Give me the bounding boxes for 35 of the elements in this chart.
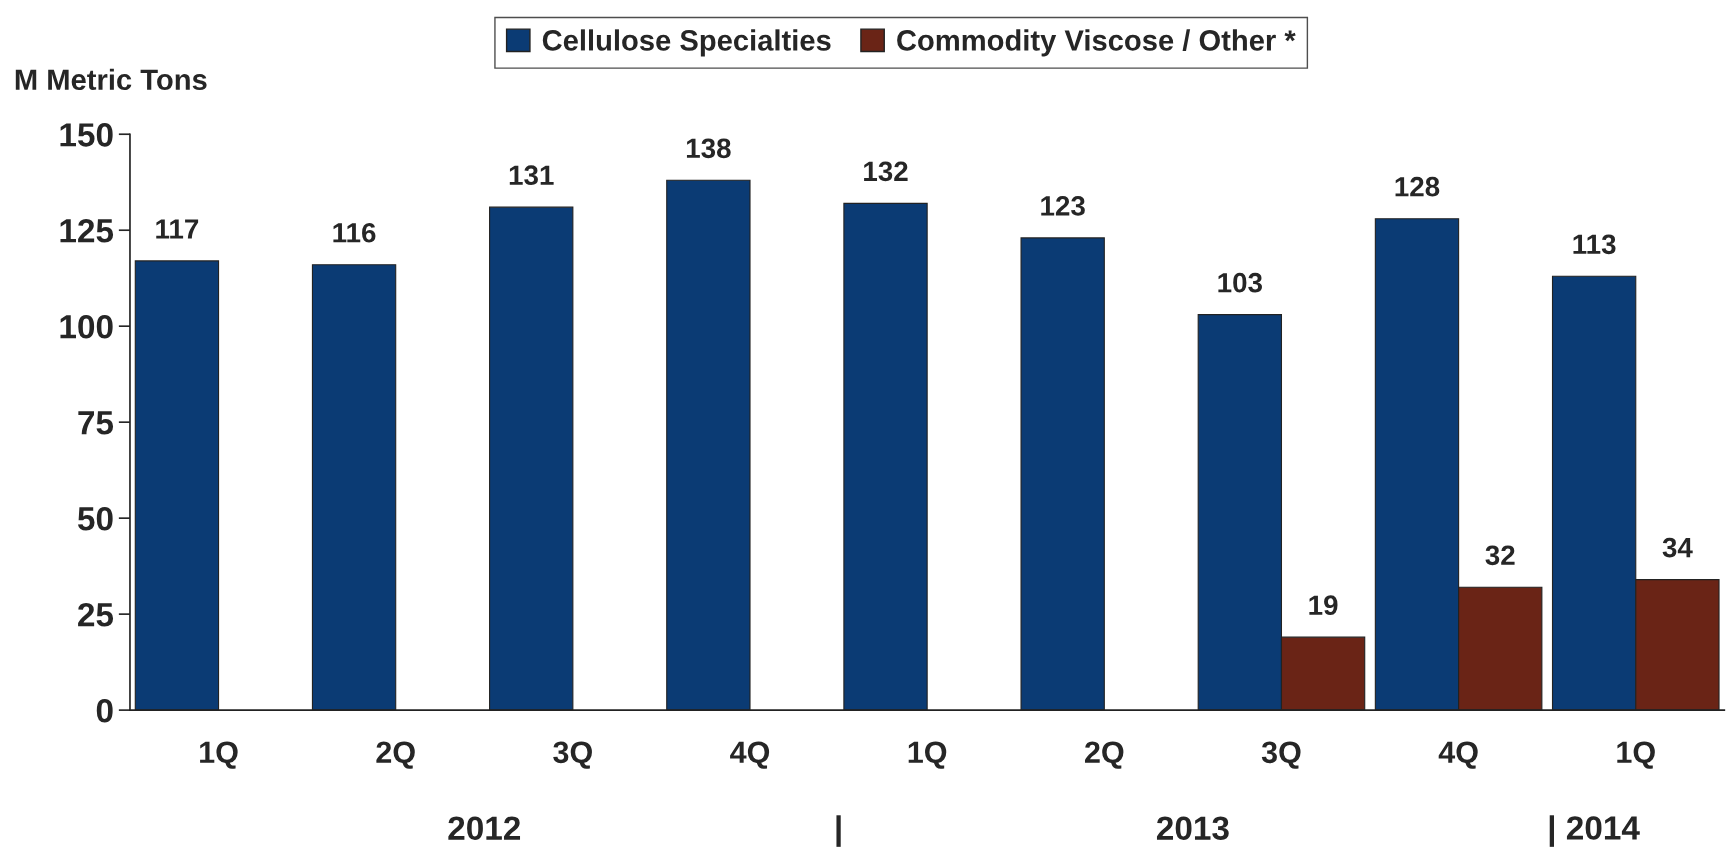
x-tick-label: 4Q: [1438, 741, 1478, 769]
data-label: 138: [686, 138, 731, 159]
x-tick-label: 2Q: [376, 741, 415, 769]
y-tick-label: 100: [60, 315, 113, 339]
data-label: 117: [156, 219, 199, 239]
text: 2012: [448, 816, 521, 840]
x-tick-label: 2Q: [1084, 741, 1124, 769]
y-tick-label: 25: [78, 602, 114, 627]
x-tick-label: 1Q: [1617, 741, 1655, 769]
y-axis-title: M Metric Tons: [15, 68, 207, 91]
data-label: 131: [509, 165, 554, 186]
text: |: [836, 815, 841, 847]
data-label: 34: [1662, 537, 1693, 558]
data-label: 103: [1218, 272, 1262, 293]
data-label: 19: [1309, 595, 1338, 616]
x-tick-label: 1Q: [200, 741, 238, 769]
data-label: 123: [1041, 196, 1085, 216]
data-label: 32: [1485, 545, 1515, 566]
data-label: 128: [1395, 176, 1440, 197]
x-tick-label: 1Q: [908, 741, 947, 769]
x-tick-label: 3Q: [1261, 741, 1301, 769]
text: | 2014: [1549, 815, 1640, 847]
y-tick-label: 0: [96, 698, 113, 723]
data-label: 132: [864, 161, 908, 182]
y-tick-label: 75: [78, 411, 114, 435]
x-tick-label: 3Q: [553, 741, 592, 769]
x-tick-label: 4Q: [730, 741, 770, 769]
data-label: 113: [1573, 234, 1616, 255]
data-label: 116: [333, 222, 376, 243]
legend-label: Commodity Viscose / Other *: [897, 29, 1296, 57]
y-tick-label: 50: [77, 506, 113, 531]
legend-label: Cellulose Specialties: [542, 29, 831, 57]
y-tick-label: 125: [60, 219, 114, 243]
y-tick-label: 150: [60, 123, 113, 147]
text: 2013: [1156, 816, 1229, 841]
